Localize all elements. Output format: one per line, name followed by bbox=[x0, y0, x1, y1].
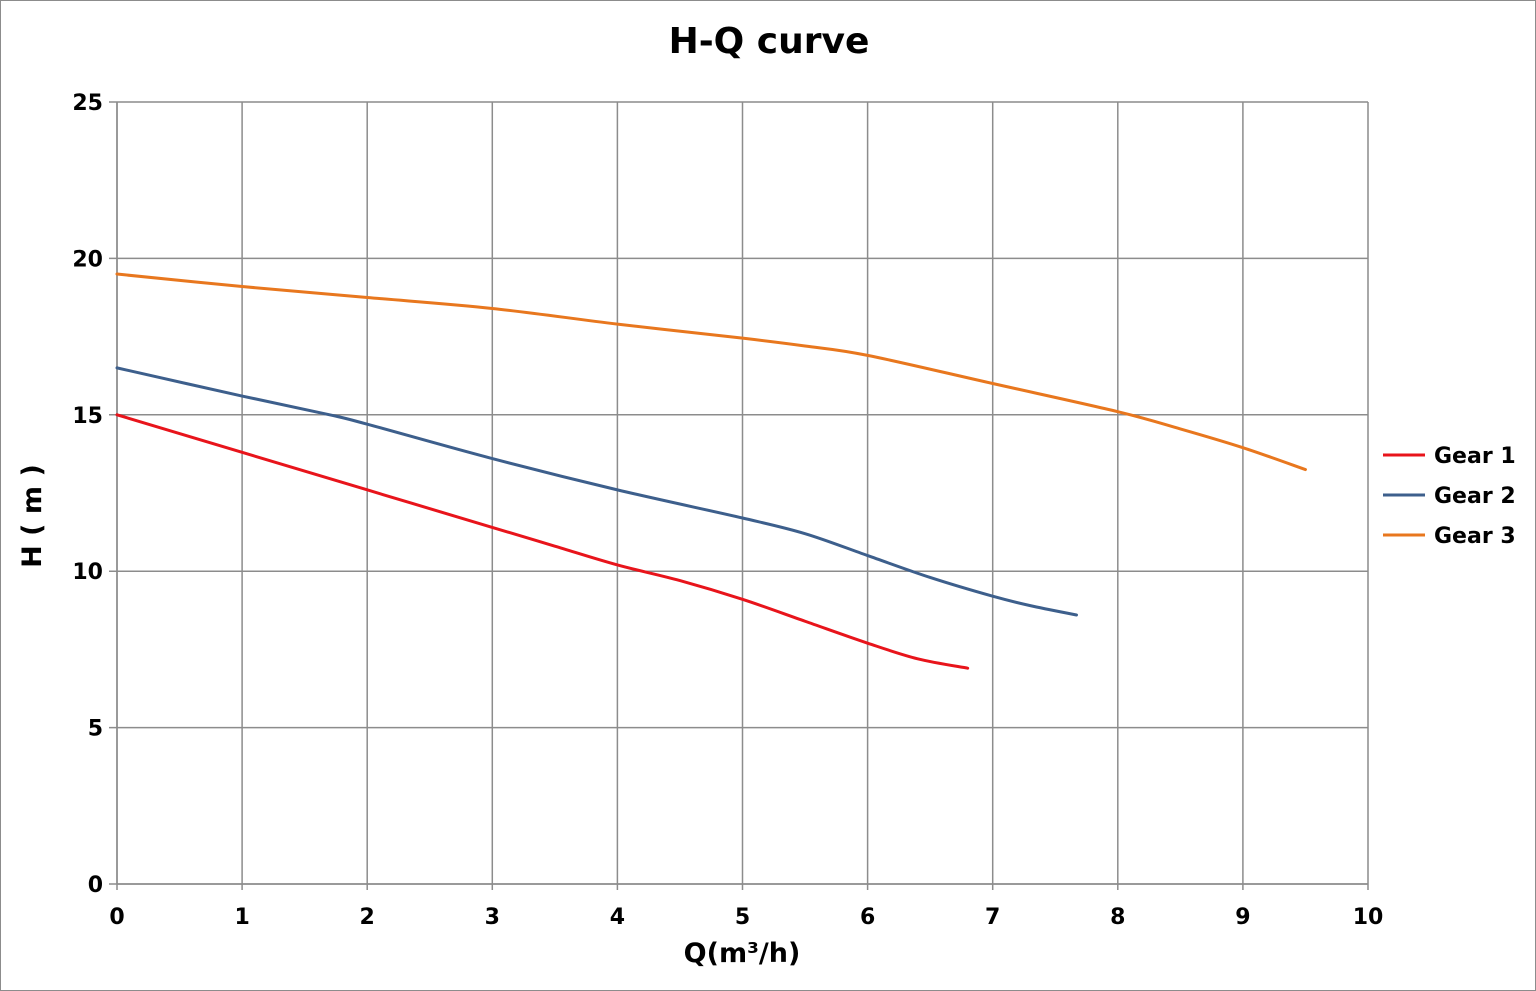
series-line-gear-3 bbox=[115, 272, 1307, 472]
y-tick-label: 10 bbox=[72, 560, 103, 585]
x-tick-label: 0 bbox=[109, 905, 124, 930]
chart-title: H-Q curve bbox=[669, 21, 870, 62]
x-tick-label: 4 bbox=[610, 905, 625, 930]
grid bbox=[109, 101, 1369, 890]
series-lines bbox=[115, 272, 1307, 670]
x-tick-labels: 0 1 2 3 4 5 6 7 8 9 10 bbox=[109, 905, 1383, 930]
series-line-gear-1 bbox=[115, 413, 970, 670]
x-tick-label: 1 bbox=[234, 905, 249, 930]
legend-label-gear-2: Gear 2 bbox=[1434, 484, 1516, 509]
x-tick-label: 8 bbox=[1110, 905, 1125, 930]
legend-label-gear-3: Gear 3 bbox=[1434, 524, 1516, 549]
y-axis-title: H ( m ) bbox=[17, 464, 48, 568]
y-tick-label: 5 bbox=[88, 717, 103, 742]
x-tick-label: 6 bbox=[860, 905, 875, 930]
y-tick-label: 0 bbox=[88, 873, 103, 898]
y-tick-labels: 0 5 10 15 20 25 bbox=[72, 91, 103, 898]
x-tick-label: 7 bbox=[985, 905, 1000, 930]
y-tick-label: 15 bbox=[72, 404, 103, 429]
axes bbox=[116, 102, 1368, 885]
x-tick-label: 3 bbox=[485, 905, 500, 930]
legend: Gear 1 Gear 2 Gear 3 bbox=[1383, 444, 1516, 549]
x-tick-label: 10 bbox=[1353, 905, 1384, 930]
x-tick-label: 5 bbox=[735, 905, 750, 930]
x-axis-title: Q(m³/h) bbox=[684, 938, 801, 969]
x-tick-label: 2 bbox=[360, 905, 375, 930]
series-line-gear-2 bbox=[115, 366, 1079, 617]
y-tick-label: 25 bbox=[72, 91, 103, 116]
x-tick-label: 9 bbox=[1235, 905, 1250, 930]
y-tick-label: 20 bbox=[72, 247, 103, 272]
legend-label-gear-1: Gear 1 bbox=[1434, 444, 1516, 469]
